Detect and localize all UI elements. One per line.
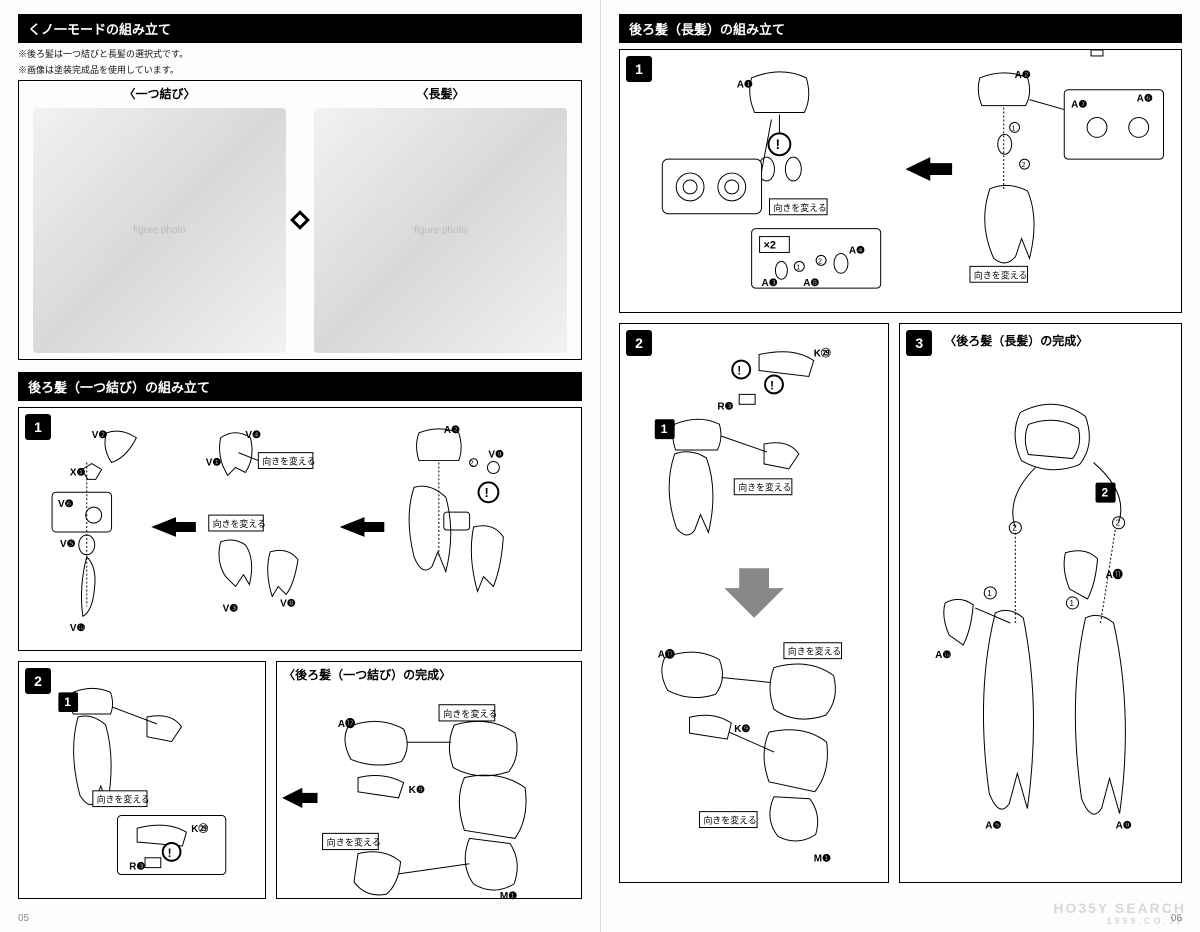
callout-orient-2: 向きを変える [213, 518, 266, 529]
label-a3: A❸ [762, 278, 778, 289]
step-2-ponytail: 2 1 向きを変える K㉙ ! R❸ [18, 661, 266, 899]
label-k9-r: K❾ [734, 724, 750, 735]
arrow-icon [151, 517, 196, 537]
label-a8: A❽ [803, 278, 819, 289]
note-1: ※後ろ髪は一つ結びと長髪の選択式です。 [18, 49, 582, 61]
callout-orient-5: 向きを変える [327, 837, 381, 848]
step-2-longhair: 2 K㉙ ! ! R❸ 1 向きを変える [619, 323, 889, 883]
photo-label-ponytail: 〈一つ結び〉 [123, 85, 195, 102]
callout-orient-4: 向きを変える [443, 708, 497, 719]
label-a10: A❿ [935, 650, 951, 661]
label-r3-r: R❸ [717, 401, 733, 412]
label-x2: ×2 [764, 239, 776, 251]
svg-text:2: 2 [1022, 162, 1026, 169]
label-k29-r: K㉙ [814, 347, 831, 360]
diagram-step1-longhair: A❶ ! 向きを変える ×2 [620, 50, 1181, 312]
watermark-sub: 1999.CO.JP [1053, 916, 1186, 926]
callout-orient-3: 向きを変える [97, 794, 150, 805]
label-v8: V❽ [280, 599, 296, 610]
label-v10: V❿ [70, 624, 86, 635]
step-1-longhair: 1 A❶ ! 向きを変える [619, 49, 1182, 313]
label-a7: A❼ [1071, 100, 1087, 111]
callout-orient-r2: 向きを変える [974, 269, 1027, 280]
step-num-3-r: 3 [906, 330, 932, 356]
label-v4: V❹ [245, 430, 261, 441]
label-k29: K㉙ [191, 823, 208, 836]
step-2-row-ponytail: 2 1 向きを変える K㉙ ! R❸ [18, 661, 582, 909]
section-header-ponytail: 後ろ髪（一つ結び）の組み立て [18, 372, 582, 401]
section-header-longhair: 後ろ髪（長髪）の組み立て [619, 14, 1182, 43]
diagram-step3-longhair: 2 A❿ 1 A⓫ 1 A❺ A❾ 2 [900, 344, 1181, 902]
photo-cell-ponytail: 〈一つ結び〉 figure photo [19, 81, 300, 359]
substep-2-r: 2 [1102, 486, 1109, 500]
svg-text:2: 2 [470, 461, 474, 468]
substep-1-r: 1 [661, 422, 668, 436]
step-2-3-row-longhair: 2 K㉙ ! ! R❸ 1 向きを変える [619, 323, 1182, 893]
photo-label-longhair: 〈長髪〉 [416, 85, 464, 102]
label-v6: V❻ [58, 500, 74, 511]
arrow-down-icon [724, 568, 784, 618]
svg-text:!: ! [168, 846, 172, 860]
label-v5: V❺ [60, 539, 76, 550]
label-a12: A⓬ [338, 717, 355, 730]
step-3-longhair: 3 〈後ろ髪（長髪）の完成〉 2 A❿ 1 A⓫ 1 [899, 323, 1182, 883]
label-m1-r: M❶ [814, 853, 831, 864]
photo-cell-longhair: 〈長髪〉 figure photo [300, 81, 581, 359]
page-left: くノ一モードの組み立て ※後ろ髪は一つ結びと長髪の選択式です。 ※画像は塗装完成… [0, 0, 600, 932]
watermark: HO35Y SEARCH 1999.CO.JP [1053, 900, 1186, 926]
note-2: ※画像は塗装完成品を使用しています。 [18, 65, 582, 77]
callout-orient-r3: 向きを変える [738, 482, 791, 493]
diagram-step2-ponytail: 1 向きを変える K㉙ ! R❸ [19, 662, 265, 898]
callout-orient-1: 向きを変える [262, 456, 315, 467]
label-a4: A❹ [849, 245, 865, 256]
label-v3: V❸ [223, 604, 239, 615]
label-m1: M❶ [500, 892, 517, 903]
arrow-icon-3 [282, 788, 317, 808]
label-a9: A❾ [1116, 821, 1132, 832]
complete-title-ponytail: 〈後ろ髪（一つ結び）の完成〉 [277, 662, 581, 687]
svg-text:1: 1 [1070, 599, 1075, 608]
step-1-ponytail: 1 V❷ X❶ V❻ V❺ V❿ V❹ V❶ [18, 407, 582, 651]
callout-orient-r5: 向きを変える [703, 815, 756, 826]
callout-orient-r4: 向きを変える [788, 646, 841, 657]
diagram-step1-ponytail: V❷ X❶ V❻ V❺ V❿ V❹ V❶ 向きを変える [19, 408, 581, 650]
svg-text:!: ! [775, 136, 780, 152]
photo-box: 〈一つ結び〉 figure photo 〈長髪〉 figure photo [18, 80, 582, 360]
substep-1: 1 [64, 696, 71, 710]
step-num-1: 1 [25, 414, 51, 440]
svg-text:1: 1 [1012, 125, 1016, 132]
page-number-left: 05 [18, 913, 29, 924]
complete-title-longhair: 〈後ろ髪（長髪）の完成〉 [938, 328, 1088, 353]
step-2-complete-ponytail: 〈後ろ髪（一つ結び）の完成〉 向きを変える A⓬ K❾ 向きを変える [276, 661, 582, 899]
figure-photo-ponytail: figure photo [33, 108, 286, 353]
step-num-2-r: 2 [626, 330, 652, 356]
svg-text:!: ! [484, 486, 488, 501]
svg-text:2: 2 [818, 258, 822, 265]
page-right: 後ろ髪（長髪）の組み立て 1 A❶ ! 向きを変える [600, 0, 1200, 932]
label-a5: A❺ [985, 821, 1001, 832]
watermark-main: HO35Y SEARCH [1053, 900, 1186, 916]
label-a12-r: A⓬ [658, 648, 675, 661]
step-num-1-r: 1 [626, 56, 652, 82]
label-r3: R❸ [129, 862, 145, 873]
svg-text:!: ! [770, 378, 774, 392]
svg-text:1: 1 [796, 264, 800, 271]
svg-text:!: ! [737, 364, 741, 378]
callout-orient-r1: 向きを変える [773, 202, 826, 213]
label-v9: V❾ [488, 450, 504, 461]
figure-photo-longhair: figure photo [314, 108, 567, 353]
arrow-icon-2 [340, 517, 385, 537]
svg-text:1: 1 [987, 589, 992, 598]
section-header-kunoichi: くノ一モードの組み立て [18, 14, 582, 43]
label-a6: A❻ [1137, 94, 1153, 105]
label-v1: V❶ [206, 458, 222, 469]
diagram-step2-longhair: K㉙ ! ! R❸ 1 向きを変える [620, 324, 888, 882]
step-num-2: 2 [25, 668, 51, 694]
label-k9: K❾ [409, 785, 425, 796]
arrow-icon-r1 [905, 157, 952, 181]
diagram-complete-ponytail: 向きを変える A⓬ K❾ 向きを変える M❶ [277, 687, 581, 923]
